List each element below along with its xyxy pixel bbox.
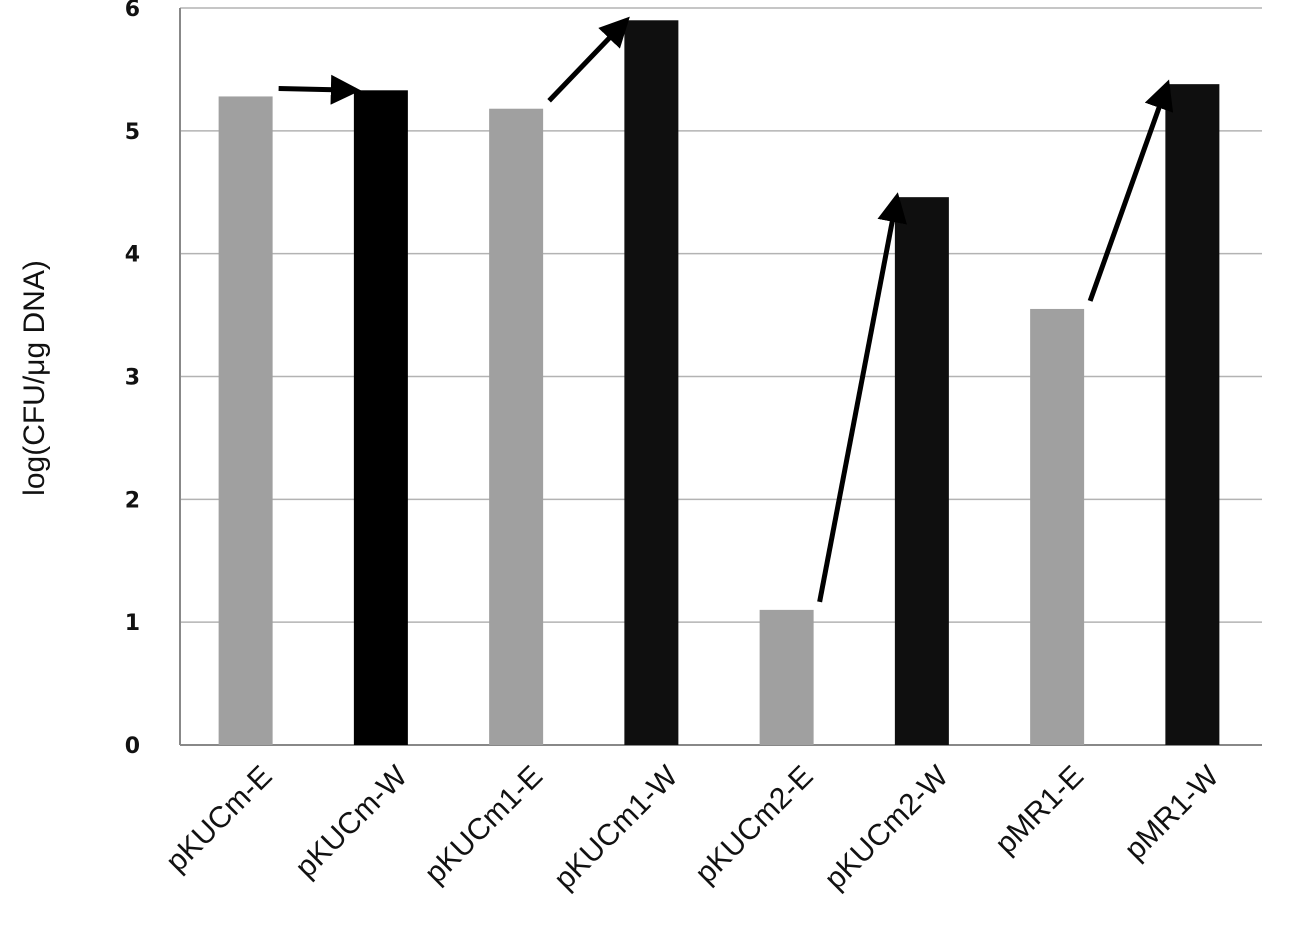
bar-pKUCm-W bbox=[353, 90, 408, 745]
y-axis-ticks: 0 1 2 3 4 5 6 bbox=[125, 0, 140, 759]
bar-pKUCm1-W bbox=[624, 20, 679, 746]
x-tick-label: pKUCm1-E bbox=[418, 760, 549, 891]
y-tick-label: 4 bbox=[125, 243, 140, 268]
bar-pMR1-E bbox=[1030, 308, 1085, 745]
trend-arrow bbox=[547, 16, 630, 103]
y-tick-label: 1 bbox=[125, 611, 140, 636]
arrows bbox=[278, 16, 1174, 603]
y-axis-title: log(CFU/μg DNA) bbox=[18, 260, 51, 496]
bar-pMR1-W bbox=[1165, 84, 1220, 745]
gridlines bbox=[179, 7, 1262, 746]
x-tick-label: pMR1-W bbox=[1118, 759, 1225, 866]
y-tick-label: 5 bbox=[125, 120, 140, 145]
bar-pKUCm2-W bbox=[894, 197, 949, 745]
y-tick-label: 3 bbox=[125, 366, 140, 391]
trend-arrow bbox=[1087, 79, 1174, 302]
x-tick-label: pKUCm-E bbox=[160, 760, 279, 879]
bar-pKUCm1-E bbox=[489, 108, 544, 746]
x-tick-label: pKUCm1-W bbox=[548, 759, 685, 896]
bars bbox=[218, 20, 1220, 746]
bar-pKUCm-E bbox=[218, 96, 273, 745]
x-tick-label: pKUCm-W bbox=[289, 759, 414, 884]
trend-arrow bbox=[817, 192, 907, 603]
x-tick-label: pMR1-E bbox=[989, 760, 1090, 861]
y-tick-label: 6 bbox=[125, 0, 140, 22]
y-tick-label: 0 bbox=[125, 734, 140, 759]
bar-pKUCm2-E bbox=[759, 609, 814, 745]
trend-arrow bbox=[278, 74, 361, 105]
y-tick-label: 2 bbox=[125, 488, 140, 513]
x-tick-label: pKUCm2-E bbox=[689, 760, 820, 891]
x-tick-label: pKUCm2-W bbox=[818, 759, 955, 896]
